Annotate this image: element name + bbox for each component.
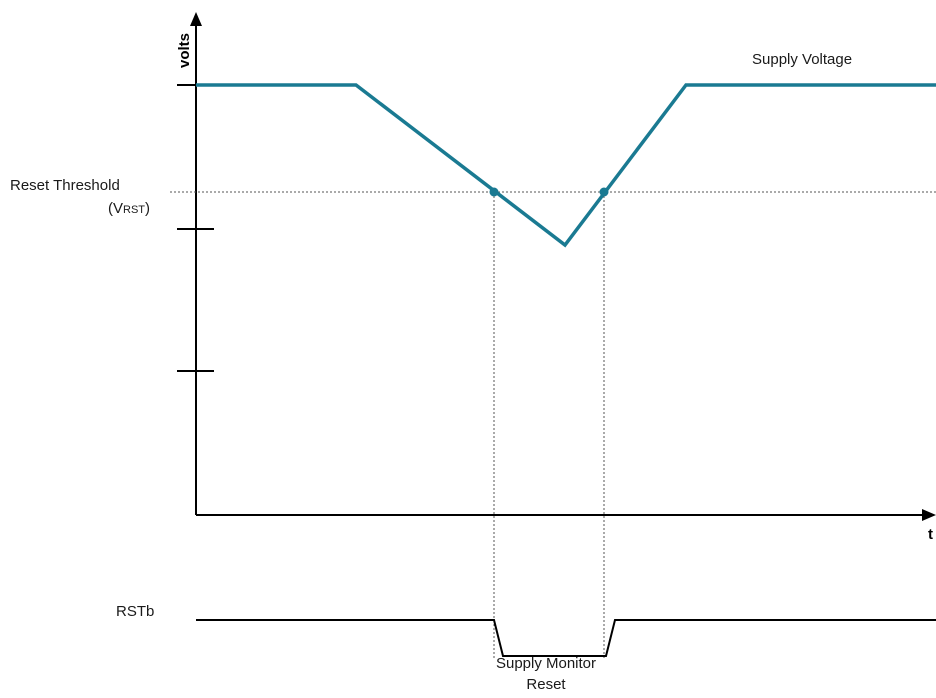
reset-threshold-label: Reset Threshold: [10, 177, 120, 194]
y-axis-arrow-icon: [190, 12, 202, 26]
supply-voltage-label: Supply Voltage: [752, 51, 852, 68]
rstb-label: RSTb: [116, 603, 154, 620]
vrst-label: (VRST): [108, 200, 150, 217]
x-axis-arrow-icon: [922, 509, 936, 521]
supply-voltage-waveform: [196, 83, 936, 248]
rstb-waveform: [196, 619, 936, 657]
vrst-close: ): [145, 200, 150, 217]
threshold-crossing-falling: [489, 187, 499, 197]
supply-monitor-reset-label-line1: Supply Monitor: [496, 655, 596, 672]
vrst-subscript: RST: [123, 204, 145, 216]
threshold-crossing-rising: [599, 187, 609, 197]
vrst-open: (V: [108, 200, 123, 217]
y-axis-label: volts: [176, 33, 193, 68]
supply-monitor-reset-label-line2: Reset: [526, 676, 566, 693]
x-axis-label: t: [928, 526, 933, 543]
